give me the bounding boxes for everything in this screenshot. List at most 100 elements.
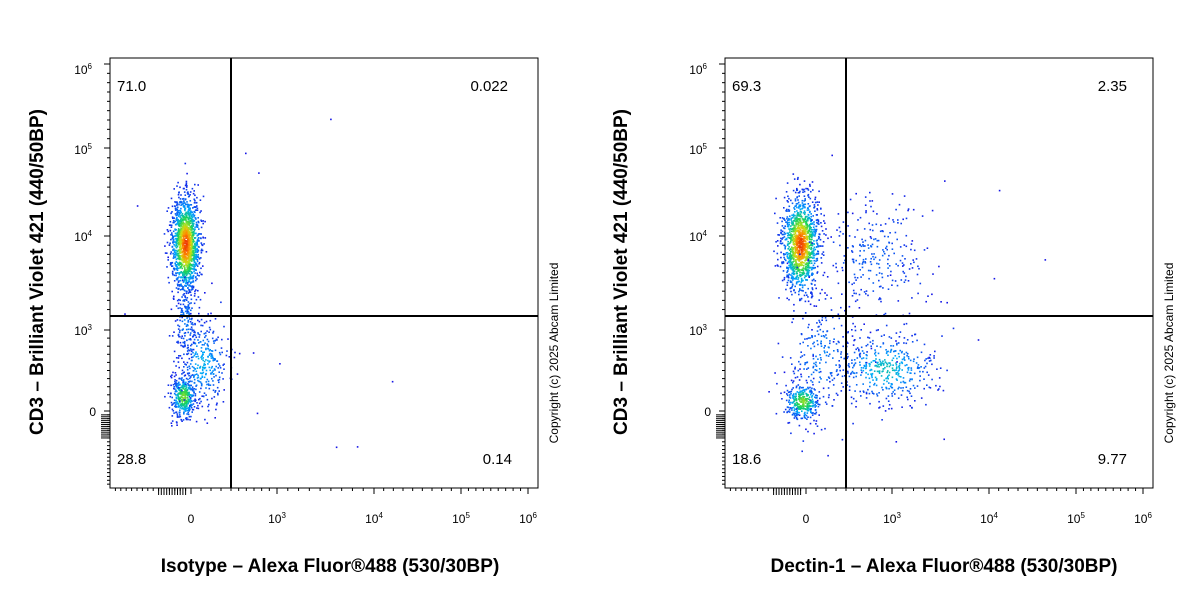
event-dot [872, 393, 875, 395]
event-dot [173, 269, 176, 271]
event-dot [193, 258, 195, 261]
event-dot [180, 418, 182, 421]
event-dot [191, 231, 194, 234]
event-dot [796, 418, 799, 421]
event-dot [206, 338, 209, 341]
event-dot [904, 258, 906, 260]
event-dot [190, 232, 192, 235]
event-dot [809, 227, 811, 229]
event-dot [186, 389, 189, 392]
event-dot [785, 221, 787, 223]
event-dot [197, 404, 199, 407]
event-dot [175, 383, 178, 386]
event-dot [800, 240, 802, 243]
event-dot [802, 212, 805, 214]
event-dot [903, 244, 906, 246]
event-dot [884, 361, 887, 363]
event-dot [822, 251, 825, 253]
event-dot [813, 305, 816, 307]
event-dot [803, 414, 806, 417]
event-dot [819, 233, 821, 236]
event-dot [838, 366, 841, 369]
event-dot [903, 358, 905, 360]
event-dot [887, 375, 889, 378]
event-dot [178, 235, 180, 237]
event-dot [872, 229, 874, 232]
event-dot [203, 392, 206, 394]
event-dot [789, 266, 792, 268]
event-dot [816, 401, 819, 404]
event-dot [206, 344, 209, 346]
event-dot [183, 205, 186, 207]
event-dot [863, 291, 866, 293]
event-dot [819, 397, 821, 400]
event-dot [903, 337, 906, 339]
event-dot [818, 381, 821, 383]
event-dot [792, 269, 794, 271]
event-dot [218, 351, 221, 354]
event-dot [864, 245, 866, 247]
event-dot [788, 210, 790, 212]
event-dot [881, 362, 884, 364]
event-dot [777, 265, 779, 267]
event-dot [196, 274, 199, 276]
event-dot [881, 419, 883, 421]
event-dot [183, 299, 185, 301]
event-dot [909, 405, 911, 407]
event-dot [176, 238, 179, 241]
event-dot [853, 282, 855, 284]
event-dot [188, 256, 190, 259]
event-dot [200, 251, 203, 254]
event-dot [889, 364, 892, 366]
event-dot [180, 219, 182, 221]
event-dot [219, 367, 222, 369]
y-tick-label: 104 [74, 229, 92, 244]
event-dot [794, 226, 796, 229]
event-dot [901, 389, 904, 392]
event-dot [875, 379, 878, 381]
event-dot [789, 401, 792, 404]
event-dot [184, 345, 186, 348]
event-dot [197, 221, 200, 224]
event-dot [866, 354, 868, 357]
event-dot [196, 223, 198, 226]
event-dot [188, 221, 191, 223]
event-dot [195, 244, 198, 247]
event-dot [860, 374, 862, 376]
event-dot [191, 330, 194, 332]
event-dot [193, 406, 196, 408]
event-dot [786, 182, 789, 184]
event-dot [791, 293, 793, 296]
event-dot [883, 313, 885, 316]
event-dot [863, 391, 865, 393]
event-dot [814, 389, 816, 391]
event-dot [801, 269, 803, 271]
event-dot [181, 285, 183, 287]
event-dot [886, 248, 888, 251]
event-dot [794, 415, 796, 417]
event-dot [173, 280, 176, 282]
event-dot [800, 279, 803, 281]
event-dot [190, 403, 192, 406]
event-dot [191, 411, 193, 413]
event-dot [797, 405, 799, 408]
event-dot [171, 265, 173, 267]
event-dot [790, 392, 792, 395]
event-dot [207, 383, 210, 385]
event-dot [829, 380, 831, 383]
event-dot [191, 348, 193, 351]
event-dot [189, 397, 192, 399]
event-dot [194, 398, 196, 401]
event-dot [870, 257, 872, 260]
event-dot [177, 210, 179, 212]
event-dot [196, 260, 199, 263]
event-dot [182, 303, 185, 306]
event-dot [189, 212, 191, 215]
event-dot [862, 244, 864, 246]
event-dot [815, 361, 817, 364]
event-dot [823, 214, 825, 217]
event-dot [187, 418, 189, 421]
event-dot [191, 241, 193, 243]
event-dot [888, 387, 890, 390]
event-dot [868, 362, 870, 365]
